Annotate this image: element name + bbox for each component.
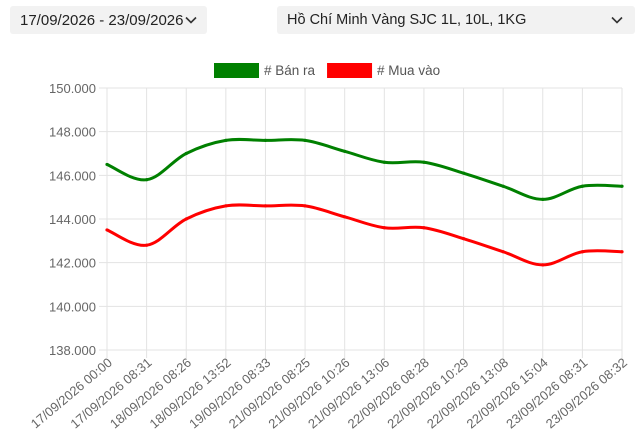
series-lines <box>105 137 624 267</box>
data-point <box>343 215 347 219</box>
chevron-down-icon <box>611 16 623 24</box>
data-point <box>580 184 584 188</box>
data-point <box>224 204 228 208</box>
y-axis: 138.000 140.000 142.000 144.000 146.000 148.0… <box>49 81 96 358</box>
y-tick-label: 140.000 <box>49 299 96 314</box>
data-point <box>620 250 624 254</box>
data-point <box>382 160 386 164</box>
data-point <box>145 243 149 247</box>
y-tick-label: 148.000 <box>49 125 96 140</box>
grid <box>99 87 623 358</box>
data-point <box>422 160 426 164</box>
data-point <box>105 228 109 232</box>
series-line-1 <box>106 203 623 267</box>
data-point <box>580 250 584 254</box>
y-tick-label: 142.000 <box>49 256 96 271</box>
y-tick-label: 150.000 <box>49 81 96 96</box>
data-point <box>461 237 466 241</box>
line-chart: # Bán ra # Mua vào 138.000140.000142.0001… <box>28 63 630 432</box>
data-point <box>145 178 149 182</box>
y-tick-label: 146.000 <box>49 168 96 183</box>
y-tick-label: 138.000 <box>49 343 96 358</box>
legend: # Bán ra # Mua vào <box>214 63 440 78</box>
data-point <box>461 171 466 175</box>
data-point <box>422 226 426 230</box>
product-label: Hồ Chí Minh Vàng SJC 1L, 10L, 1KG <box>287 12 527 28</box>
legend-swatch <box>327 63 373 78</box>
date-range-label: 17/09/2026 - 23/09/2026 <box>20 11 184 29</box>
data-point <box>184 151 188 156</box>
toolbar: 17/09/2026 - 23/09/2026 Hồ Chí Minh Vàng… <box>0 0 640 44</box>
data-point <box>343 149 347 153</box>
legend-label: # Bán ra <box>264 63 316 78</box>
price-chart: # Bán ra # Mua vào 138.000 140.000 142.000 1… <box>0 50 640 437</box>
data-point <box>541 197 545 201</box>
data-point <box>620 184 624 188</box>
data-point <box>382 226 386 230</box>
y-tick-label: 144.000 <box>49 212 96 227</box>
date-range-select[interactable]: 17/09/2026 - 23/09/2026 <box>10 6 207 34</box>
data-point <box>501 250 505 254</box>
legend-item[interactable]: # Bán ra <box>214 63 316 78</box>
legend-label: # Mua vào <box>377 63 440 78</box>
series-line-0 <box>106 137 623 201</box>
data-point <box>224 138 228 142</box>
data-point <box>541 263 545 267</box>
data-point <box>263 204 268 208</box>
data-point <box>303 138 307 142</box>
legend-swatch <box>214 63 259 78</box>
data-point <box>303 204 307 208</box>
product-select[interactable]: Hồ Chí Minh Vàng SJC 1L, 10L, 1KG <box>277 6 635 34</box>
chevron-down-icon <box>185 16 197 24</box>
data-point <box>263 138 268 142</box>
data-point <box>105 162 109 167</box>
legend-item[interactable]: # Mua vào <box>327 63 440 78</box>
data-point <box>501 184 505 188</box>
data-point <box>184 217 188 221</box>
